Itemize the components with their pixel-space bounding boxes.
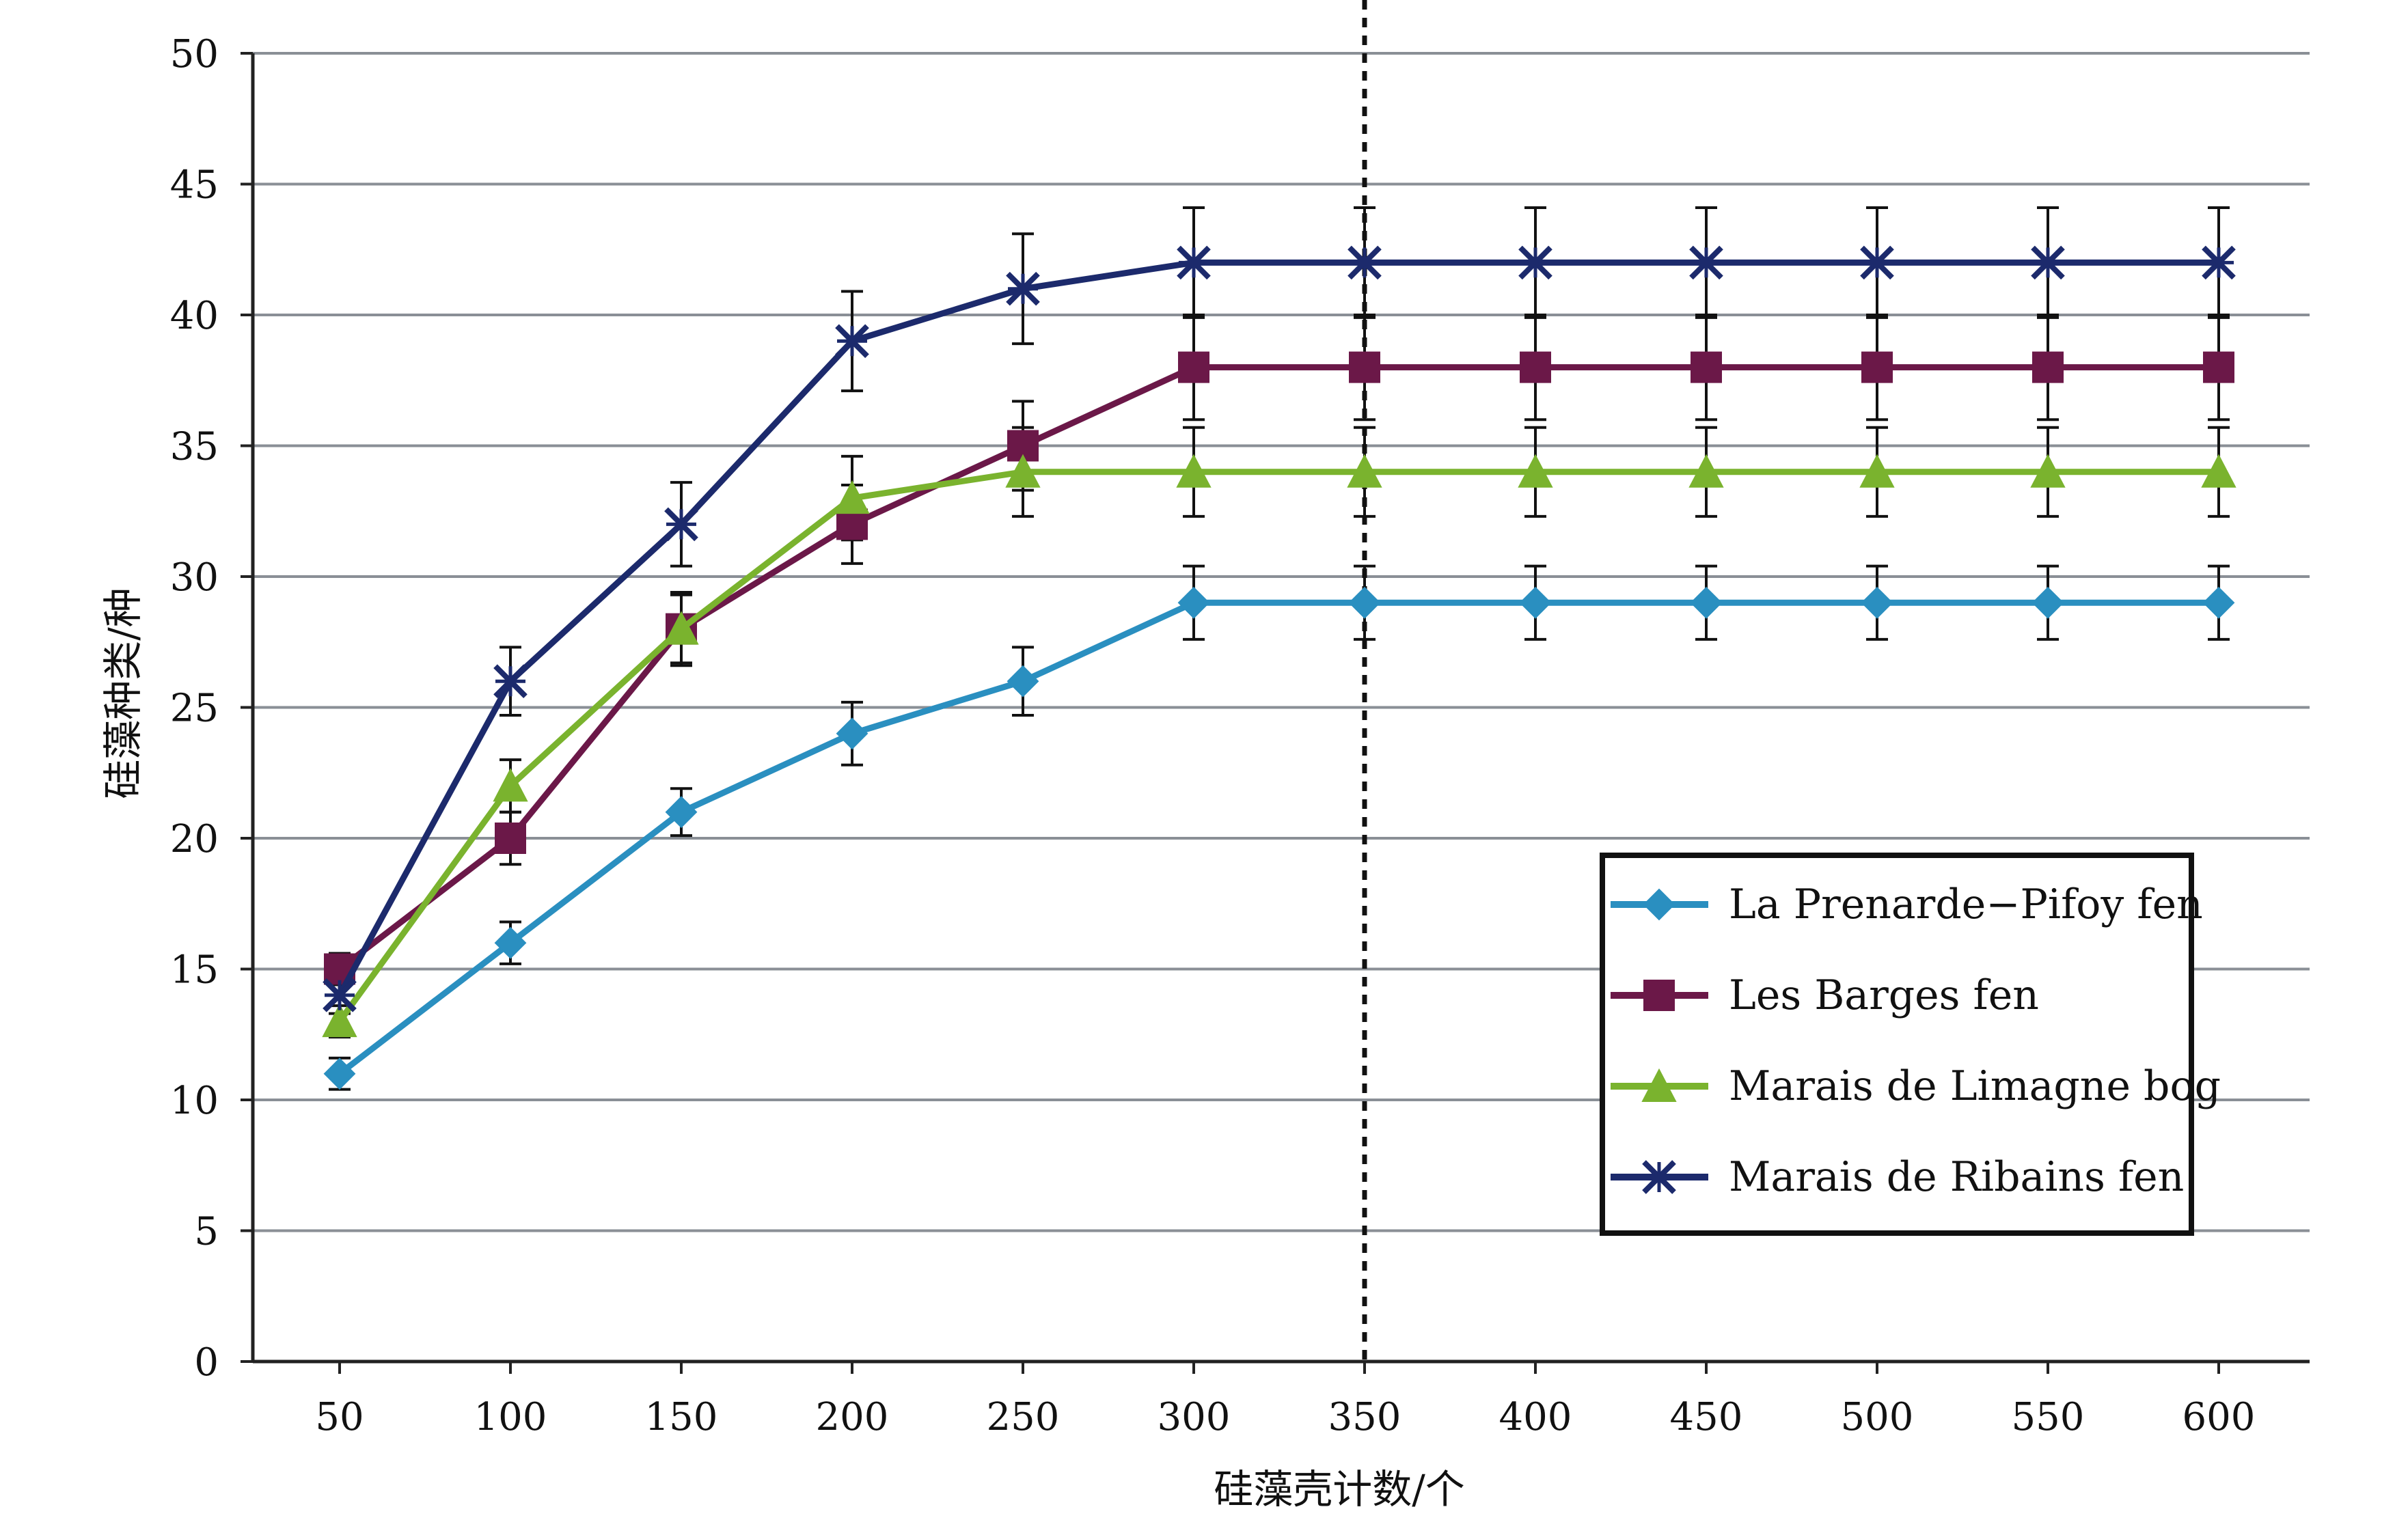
data-point: [835, 324, 869, 359]
y-axis-title: 硅藻种类/种: [100, 588, 146, 799]
legend-swatch-marker: [1643, 980, 1675, 1011]
y-tick-label: 25: [170, 687, 219, 731]
data-point: [1861, 586, 1893, 619]
y-tick-label: 10: [170, 1079, 219, 1123]
data-point: [1519, 586, 1552, 619]
data-point: [495, 823, 526, 854]
data-point: [323, 1058, 356, 1090]
data-point: [1688, 454, 1724, 488]
legend-swatch-marker: [1642, 1160, 1676, 1194]
x-tick-label: 300: [1158, 1395, 1231, 1439]
x-tick-label: 100: [474, 1395, 547, 1439]
data-point: [664, 507, 698, 542]
x-tick-label: 250: [987, 1395, 1060, 1439]
y-tick-label: 35: [170, 425, 219, 469]
x-tick-label: 400: [1499, 1395, 1572, 1439]
data-point: [1007, 665, 1039, 698]
data-point: [2202, 245, 2236, 280]
legend-label: La Prenarde−Pifoy fen: [1729, 881, 2203, 928]
data-point: [1690, 586, 1723, 619]
y-tick-label: 40: [170, 294, 219, 338]
axis-layer: 0 5 10 15 20 25 30 35 40 45 50 50 100 150 200 250 300 350…: [170, 0, 2310, 1439]
data-point: [493, 664, 528, 699]
data-point: [494, 926, 527, 959]
data-point: [2202, 586, 2235, 619]
data-point: [1860, 245, 1894, 280]
x-tick-label: 500: [1841, 1395, 1914, 1439]
data-point: [1518, 454, 1553, 488]
data-point: [2031, 245, 2065, 280]
x-axis-title: 硅藻壳计数/个: [1214, 1466, 1465, 1513]
legend-label: Marais de Limagne bog: [1729, 1062, 2221, 1110]
series-line-0: [338, 599, 2219, 1077]
data-point: [834, 480, 870, 514]
legend-label: Marais de Ribains fen: [1729, 1153, 2184, 1201]
data-point: [1347, 245, 1382, 280]
data-point: [1006, 271, 1040, 306]
data-point: [1349, 351, 1380, 383]
data-point: [1348, 586, 1381, 619]
x-tick-label: 200: [816, 1395, 889, 1439]
y-tick-label: 15: [170, 948, 219, 993]
data-point: [665, 796, 698, 829]
data-point: [1859, 454, 1895, 488]
data-point: [663, 611, 699, 645]
legend-label: Les Barges fen: [1729, 971, 2039, 1019]
data-point: [323, 978, 357, 1012]
data-point: [1177, 586, 1210, 619]
data-point: [1347, 454, 1382, 488]
series-line-1: [338, 364, 2219, 972]
data-point: [1005, 454, 1041, 488]
series-layer: [322, 206, 2236, 1091]
series-line-2: [337, 469, 2219, 1023]
legend-layer: La Prenarde−Pifoy fen Les Barges fen Marai…: [1600, 853, 2221, 1236]
y-tick-label: 50: [170, 32, 219, 77]
y-tick-label: 0: [194, 1340, 219, 1385]
data-point: [1861, 351, 1893, 383]
x-tick-label: 350: [1328, 1395, 1401, 1439]
series-line-3: [337, 259, 2219, 997]
grid-layer: [253, 52, 2310, 1232]
x-tick-label: 600: [2183, 1395, 2256, 1439]
data-point: [322, 1003, 357, 1038]
data-point: [1177, 245, 1211, 280]
data-point: [2030, 454, 2066, 488]
x-tick-label: 150: [645, 1395, 718, 1439]
x-tick-label: 50: [315, 1395, 364, 1439]
y-tick-label: 45: [170, 163, 219, 208]
data-point: [1689, 245, 1723, 280]
legend-swatch-marker: [1643, 888, 1675, 921]
y-tick-label: 30: [170, 555, 219, 600]
data-point: [1176, 454, 1212, 488]
data-point: [1178, 351, 1209, 383]
data-point: [2032, 351, 2064, 383]
data-point: [2031, 586, 2064, 619]
y-tick-label: 20: [170, 817, 219, 861]
y-tick-label: 5: [194, 1210, 219, 1254]
data-point: [1520, 351, 1551, 383]
data-point: [493, 768, 528, 802]
data-point: [1691, 351, 1722, 383]
legend-box: [1600, 853, 2194, 1236]
data-point: [836, 508, 868, 540]
data-point: [1518, 245, 1552, 280]
x-tick-label: 550: [2012, 1395, 2085, 1439]
data-point: [2201, 454, 2236, 488]
x-tick-label: 450: [1670, 1395, 1743, 1439]
data-point: [836, 717, 868, 750]
legend-swatch-marker: [1641, 1068, 1677, 1102]
data-point: [2203, 351, 2234, 383]
